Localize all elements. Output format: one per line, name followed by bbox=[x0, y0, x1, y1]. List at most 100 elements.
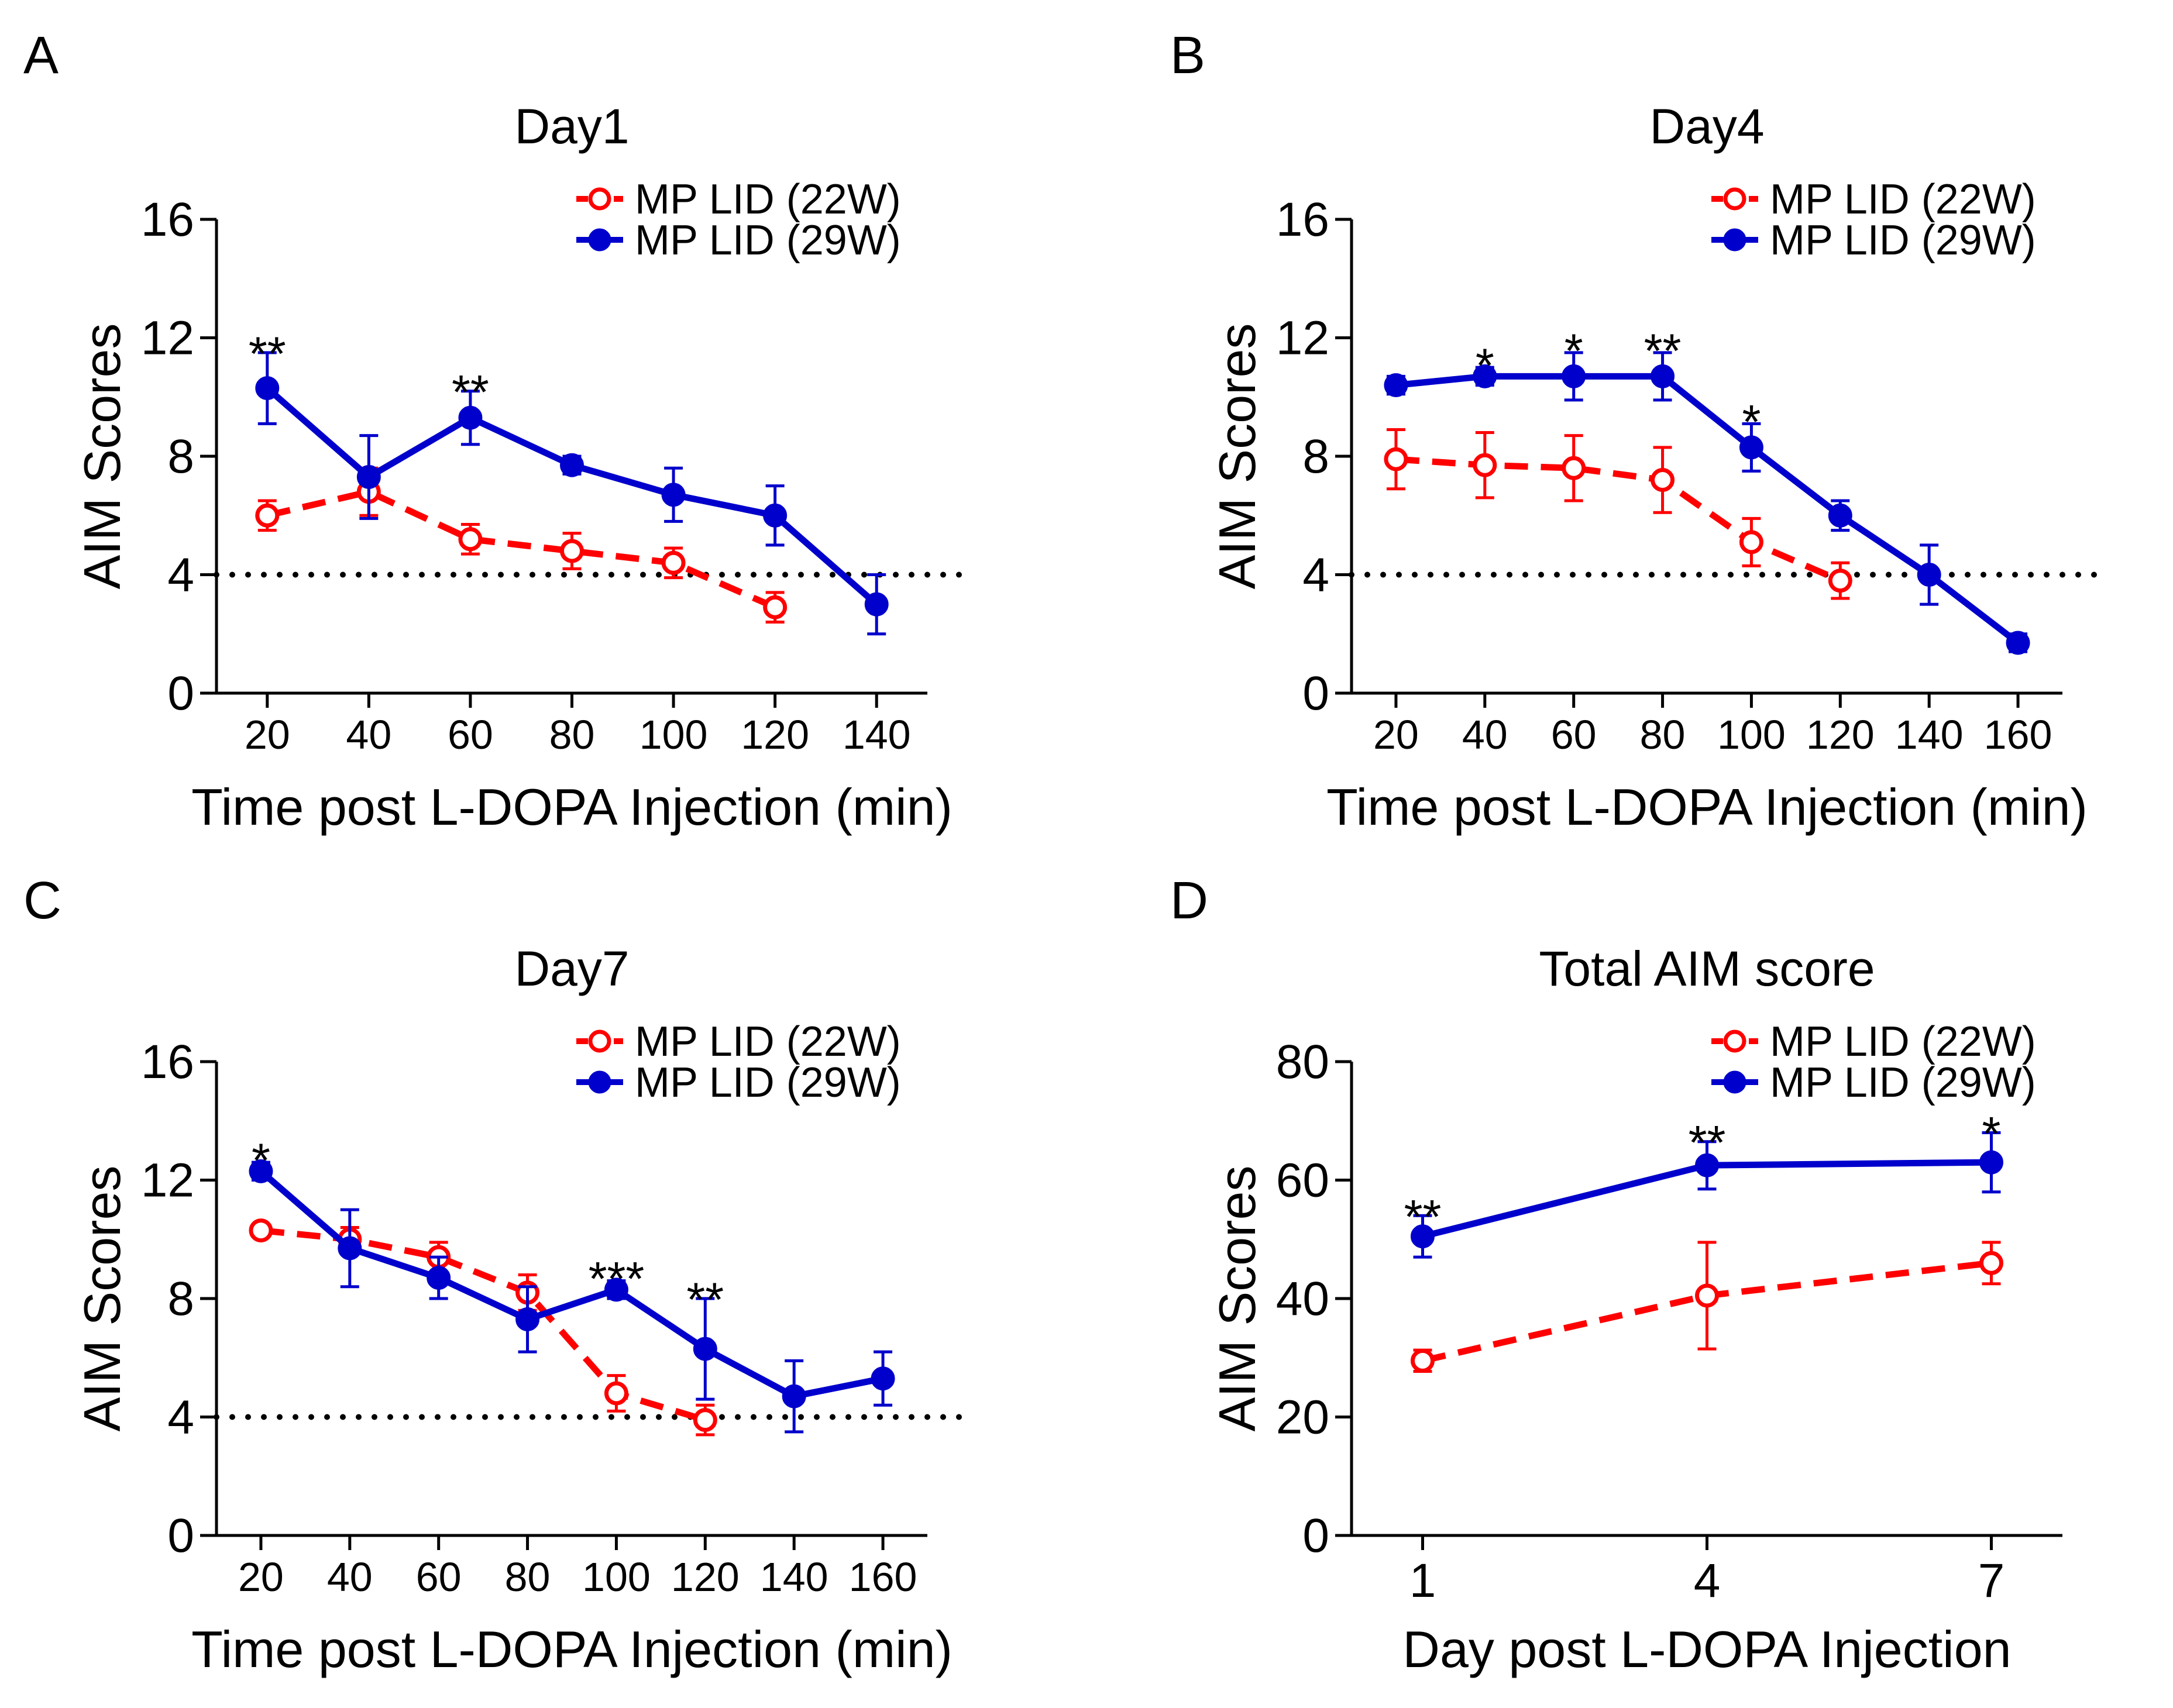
x-tick-label: 140 bbox=[760, 1554, 828, 1600]
legend-label: MP LID (22W) bbox=[635, 1018, 901, 1065]
y-axis-label: AIM Scores bbox=[1208, 1166, 1266, 1432]
x-tick-label: 40 bbox=[1462, 712, 1508, 757]
data-point bbox=[356, 464, 381, 489]
data-point bbox=[560, 453, 584, 477]
data-point bbox=[661, 550, 686, 575]
panel-letter-d: D bbox=[1170, 872, 1208, 930]
data-point bbox=[1384, 447, 1408, 471]
y-tick-label: 60 bbox=[1276, 1154, 1329, 1207]
y-tick-label: 0 bbox=[1302, 1509, 1329, 1562]
x-tick-label: 120 bbox=[671, 1554, 740, 1600]
significance-marker: * bbox=[252, 1134, 270, 1187]
x-tick-label: 140 bbox=[843, 712, 911, 757]
series-29w bbox=[255, 351, 889, 636]
y-axis-label: AIM Scores bbox=[1208, 323, 1266, 590]
legend-swatch-marker bbox=[1723, 1070, 1746, 1094]
data-point bbox=[249, 1218, 273, 1243]
y-tick-label: 40 bbox=[1276, 1272, 1329, 1325]
y-axis-label: AIM Scores bbox=[73, 323, 131, 590]
x-axis-label: Time post L-DOPA Injection (min) bbox=[191, 778, 953, 836]
data-point bbox=[427, 1266, 451, 1290]
series-22w bbox=[1384, 428, 1852, 600]
data-point bbox=[661, 483, 686, 507]
x-tick-label: 60 bbox=[416, 1554, 462, 1600]
x-tick-label: 60 bbox=[448, 712, 493, 757]
data-point bbox=[1979, 1150, 2003, 1175]
legend-swatch-marker bbox=[588, 1029, 611, 1053]
x-axis-label: Day post L-DOPA Injection bbox=[1402, 1620, 2011, 1678]
legend-label: MP LID (22W) bbox=[635, 176, 901, 223]
panel-letter-c: C bbox=[23, 872, 61, 930]
legend-swatch-marker bbox=[588, 228, 611, 252]
legend-label: MP LID (29W) bbox=[1770, 1059, 2036, 1106]
x-tick-label: 80 bbox=[505, 1554, 551, 1600]
data-point bbox=[458, 405, 483, 430]
data-point bbox=[1828, 569, 1852, 593]
y-tick-label: 4 bbox=[167, 1391, 194, 1444]
data-point bbox=[338, 1236, 362, 1261]
significance-marker: ** bbox=[249, 328, 286, 381]
significance-marker: ** bbox=[1689, 1117, 1726, 1170]
x-tick-label: 120 bbox=[1806, 712, 1875, 757]
panel-letter-b: B bbox=[1170, 26, 1205, 85]
y-tick-label: 0 bbox=[1302, 667, 1329, 720]
data-point bbox=[604, 1381, 628, 1406]
series-29w bbox=[1411, 1131, 2003, 1259]
data-point bbox=[1411, 1224, 1435, 1249]
y-tick-label: 16 bbox=[1276, 193, 1329, 246]
data-point bbox=[604, 1277, 628, 1302]
significance-marker: * bbox=[1476, 339, 1494, 392]
x-tick-label: 100 bbox=[639, 712, 708, 757]
x-tick-label: 60 bbox=[1551, 712, 1597, 757]
x-tick-label: 80 bbox=[1640, 712, 1686, 757]
data-point bbox=[1828, 503, 1852, 528]
x-tick-label: 160 bbox=[1984, 712, 2052, 757]
data-point bbox=[763, 503, 788, 528]
data-point bbox=[693, 1337, 717, 1361]
y-tick-label: 16 bbox=[141, 193, 194, 246]
data-point bbox=[782, 1384, 806, 1409]
data-point bbox=[1411, 1348, 1435, 1373]
y-tick-label: 16 bbox=[141, 1035, 194, 1089]
series-22w bbox=[249, 1218, 717, 1437]
x-tick-label: 1 bbox=[1409, 1554, 1436, 1607]
y-axis-label: AIM Scores bbox=[73, 1166, 131, 1432]
data-point bbox=[249, 1159, 273, 1183]
x-tick-label: 140 bbox=[1895, 712, 1964, 757]
legend-label: MP LID (29W) bbox=[635, 1059, 901, 1106]
y-tick-label: 0 bbox=[167, 667, 194, 720]
significance-marker: ** bbox=[452, 366, 489, 419]
series-line bbox=[259, 1169, 884, 1400]
legend-label: MP LID (29W) bbox=[1770, 217, 2036, 264]
y-tick-label: 12 bbox=[141, 1154, 194, 1207]
series-29w bbox=[1384, 351, 2030, 655]
data-point bbox=[515, 1307, 540, 1331]
data-point bbox=[871, 1366, 895, 1391]
significance-marker: * bbox=[1982, 1108, 2001, 1161]
significance-marker: ** bbox=[686, 1273, 724, 1327]
data-point bbox=[255, 376, 280, 401]
series-line bbox=[1395, 373, 2020, 646]
panel-c: Day7 0 4 8 12 16 20 40 60 80 100 120 140 160 Time post… bbox=[73, 941, 965, 1678]
y-tick-label: 20 bbox=[1276, 1391, 1329, 1444]
panel-d: Total AIM score 0 20 40 60 80 1 4 7 Day post L-DO… bbox=[1208, 941, 2062, 1678]
x-tick-label: 40 bbox=[346, 712, 391, 757]
chart-title: Day7 bbox=[514, 941, 629, 996]
data-point bbox=[255, 503, 280, 528]
y-tick-label: 12 bbox=[1276, 312, 1329, 365]
data-point bbox=[1917, 563, 1941, 587]
x-tick-label: 80 bbox=[549, 712, 595, 757]
panel-b: Day4 0 4 8 12 16 20 40 60 80 100 120 140 160 Time post… bbox=[1208, 99, 2100, 836]
significance-marker: * bbox=[1742, 395, 1761, 449]
x-tick-label: 160 bbox=[849, 1554, 917, 1600]
data-point bbox=[763, 595, 788, 619]
significance-marker: *** bbox=[589, 1253, 645, 1306]
x-axis-label: Time post L-DOPA Injection (min) bbox=[191, 1620, 953, 1678]
y-tick-label: 8 bbox=[167, 1272, 194, 1325]
legend-swatch-marker bbox=[1723, 228, 1746, 252]
y-tick-label: 4 bbox=[1302, 549, 1329, 602]
data-point bbox=[1473, 453, 1497, 477]
y-tick-label: 80 bbox=[1276, 1035, 1329, 1089]
data-point bbox=[1473, 364, 1497, 388]
